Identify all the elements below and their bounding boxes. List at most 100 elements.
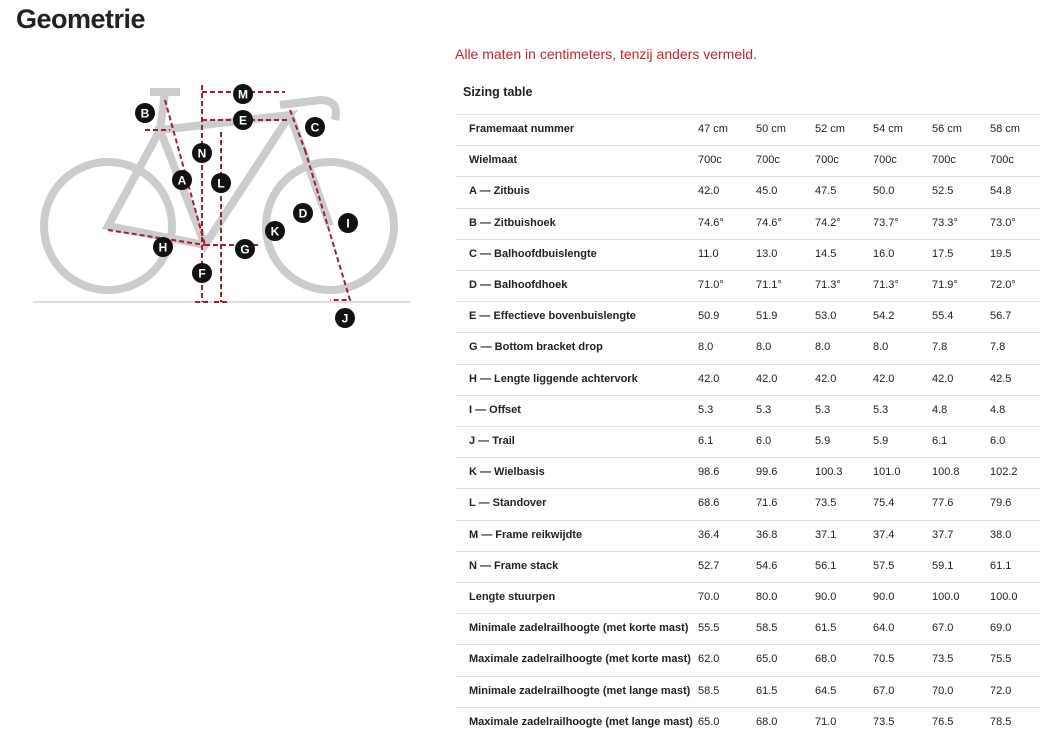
table-cell: 71.3° bbox=[873, 279, 899, 291]
table-cell: 77.6 bbox=[932, 497, 954, 510]
table-cell: 54.2 bbox=[873, 310, 895, 323]
row-divider bbox=[455, 675, 1040, 677]
table-cell: 4.8 bbox=[932, 403, 948, 416]
label-badge bbox=[211, 173, 231, 193]
table-title: Sizing table bbox=[463, 85, 533, 99]
table-cell: 11.0 bbox=[698, 247, 719, 260]
row-divider bbox=[455, 457, 1040, 459]
row-divider bbox=[455, 145, 1040, 147]
table-cell: 90.0 bbox=[815, 591, 837, 603]
table-cell: 72.0 bbox=[990, 684, 1012, 697]
table-cell: 74.6° bbox=[698, 216, 724, 229]
table-cell: 102.2 bbox=[990, 466, 1018, 479]
table-cell: 700c bbox=[756, 154, 780, 167]
row-label: E — Effectieve bovenbuislengte bbox=[469, 310, 636, 323]
table-cell: 99.6 bbox=[756, 466, 778, 479]
diagram-label: M bbox=[238, 88, 248, 102]
label-badge bbox=[172, 170, 192, 190]
table-cell: 56.1 bbox=[815, 559, 837, 572]
row-divider bbox=[455, 394, 1040, 396]
table-cell: 52.7 bbox=[698, 559, 720, 572]
table-cell: 55.5 bbox=[698, 622, 720, 635]
row-label: Maximale zadelrailhoogte (met lange mast… bbox=[469, 715, 693, 728]
table-cell: 6.0 bbox=[756, 435, 772, 447]
table-cell: 68.0 bbox=[815, 653, 837, 666]
table-cell: 56.7 bbox=[990, 310, 1012, 323]
row-divider bbox=[455, 238, 1040, 240]
diagram-label: H bbox=[159, 241, 168, 255]
row-divider bbox=[455, 488, 1040, 490]
label-badge bbox=[335, 308, 355, 328]
table-cell: 70.0 bbox=[698, 591, 720, 603]
table-cell: 36.4 bbox=[698, 528, 720, 541]
table-cell: 73.5 bbox=[815, 497, 837, 510]
table-cell: 64.0 bbox=[873, 622, 895, 635]
row-divider bbox=[455, 176, 1040, 178]
table-cell: 700c bbox=[815, 154, 839, 167]
column-header: 58 cm bbox=[990, 123, 1020, 135]
row-divider bbox=[455, 519, 1040, 521]
bike-drawing bbox=[40, 88, 398, 294]
table-cell: 8.0 bbox=[815, 341, 831, 354]
label-badge bbox=[192, 143, 212, 163]
row-label: K — Wielbasis bbox=[469, 466, 545, 479]
diagram-label: D bbox=[299, 207, 308, 221]
table-cell: 71.1° bbox=[756, 279, 782, 291]
table-cell: 71.3° bbox=[815, 279, 841, 291]
row-divider bbox=[455, 207, 1040, 209]
table-cell: 51.9 bbox=[756, 310, 778, 323]
column-header: 54 cm bbox=[873, 123, 903, 135]
row-label: H — Lengte liggende achtervork bbox=[469, 372, 638, 385]
table-cell: 7.8 bbox=[990, 341, 1006, 354]
table-cell: 42.0 bbox=[815, 372, 837, 385]
table-cell: 73.7° bbox=[873, 216, 899, 229]
table-cell: 13.0 bbox=[756, 247, 778, 260]
table-cell: 14.5 bbox=[815, 247, 837, 260]
diagram-label: E bbox=[239, 114, 247, 128]
row-label: J — Trail bbox=[469, 435, 515, 447]
table-cell: 75.4 bbox=[873, 497, 895, 510]
table-cell: 64.5 bbox=[815, 684, 837, 697]
table-cell: 76.5 bbox=[932, 715, 954, 728]
table-cell: 61.5 bbox=[815, 622, 837, 635]
label-badge bbox=[305, 117, 325, 137]
table-cell: 101.0 bbox=[873, 466, 901, 479]
column-header: 47 cm bbox=[698, 123, 728, 135]
table-cell: 50.0 bbox=[873, 185, 895, 198]
row-label: G — Bottom bracket drop bbox=[469, 341, 603, 354]
table-cell: 73.5 bbox=[873, 715, 895, 728]
diagram-label: K bbox=[271, 225, 280, 239]
table-cell: 69.0 bbox=[990, 622, 1012, 635]
column-header: 56 cm bbox=[932, 123, 962, 135]
row-divider bbox=[455, 114, 1040, 115]
table-cell: 74.6° bbox=[756, 216, 782, 229]
table-cell: 100.0 bbox=[990, 591, 1018, 603]
table-cell: 59.1 bbox=[932, 559, 954, 572]
table-cell: 37.4 bbox=[873, 528, 895, 541]
units-note: Alle maten in centimeters, tenzij anders… bbox=[455, 46, 757, 62]
table-cell: 8.0 bbox=[698, 341, 714, 354]
table-cell: 57.5 bbox=[873, 559, 895, 572]
row-divider bbox=[455, 270, 1040, 271]
table-cell: 52.5 bbox=[932, 185, 954, 198]
label-badge bbox=[293, 203, 313, 223]
table-cell: 6.1 bbox=[698, 435, 714, 447]
label-badge bbox=[233, 110, 253, 130]
row-label: I — Offset bbox=[469, 403, 521, 416]
label-badge bbox=[192, 263, 212, 283]
diagram-label: N bbox=[198, 147, 207, 161]
table-cell: 72.0° bbox=[990, 279, 1016, 291]
table-cell: 70.5 bbox=[873, 653, 895, 666]
table-cell: 700c bbox=[932, 154, 956, 167]
row-label: Minimale zadelrailhoogte (met lange mast… bbox=[469, 684, 691, 697]
table-cell: 16.0 bbox=[873, 247, 895, 260]
table-cell: 6.0 bbox=[990, 435, 1006, 447]
table-cell: 54.6 bbox=[756, 559, 778, 572]
diagram-label: A bbox=[178, 174, 187, 188]
table-cell: 19.5 bbox=[990, 247, 1012, 260]
label-badge bbox=[338, 213, 358, 233]
diagram-label: L bbox=[217, 177, 224, 191]
table-cell: 61.1 bbox=[990, 559, 1012, 572]
table-cell: 100.0 bbox=[932, 591, 960, 603]
